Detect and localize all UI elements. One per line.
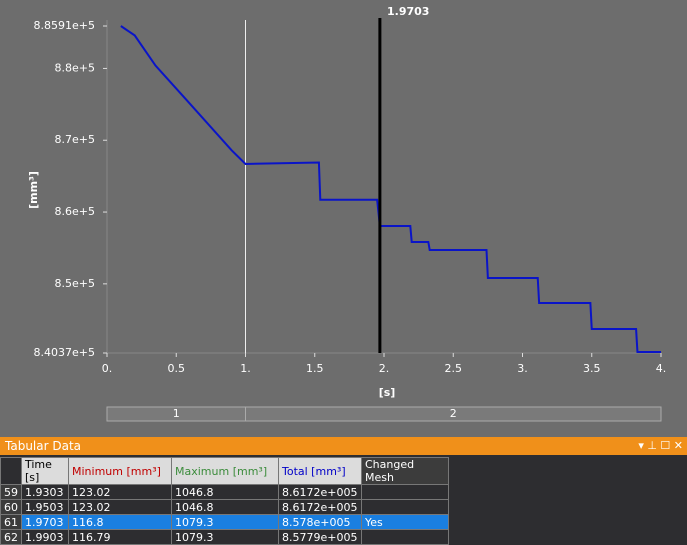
table-cell (361, 484, 449, 500)
y-tick-label: 8.8591e+5 (34, 19, 95, 32)
x-tick-label: 2. (379, 362, 390, 375)
y-axis-label: [mm³] (27, 171, 40, 209)
table-cell: 116.8 (68, 514, 172, 530)
y-tick-label: 8.8e+5 (55, 61, 95, 74)
table-cell (361, 499, 449, 515)
x-tick-label: 3.5 (583, 362, 601, 375)
header-cell: Changed Mesh (361, 457, 449, 485)
table-cell: 1.9903 (21, 529, 69, 545)
cursor-label: 1.9703 (387, 5, 429, 18)
table-cell: 60 (0, 499, 22, 515)
table-row: 60 1.9503 123.02 1046.8 8.6172e+005 (0, 499, 449, 515)
y-tick-label: 8.6e+5 (55, 205, 95, 218)
table-cell: 1046.8 (171, 484, 279, 500)
header-cell: Total [mm³] (278, 457, 362, 485)
panel-header: Tabular Data ▾ ⊥ ☐ ✕ (0, 437, 687, 455)
table-cell: 1079.3 (171, 529, 279, 545)
step-label: 1 (173, 407, 180, 420)
table-cell: 1079.3 (171, 514, 279, 530)
header-row: Time [s] Minimum [mm³] Maximum [mm³] Total … (0, 457, 449, 485)
table-cell: 8.5779e+005 (278, 529, 362, 545)
x-tick-label: 1.5 (306, 362, 324, 375)
table-cell: 1046.8 (171, 499, 279, 515)
header-cell: Time [s] (21, 457, 69, 485)
panel-icons[interactable]: ▾ ⊥ ☐ ✕ (638, 439, 683, 452)
y-tick-label: 8.5e+5 (55, 277, 95, 290)
table-cell: 61 (0, 514, 22, 530)
chart-bg (0, 0, 687, 437)
chart: 1.9703 [s] [mm³] 8.4037e+5 8.5e+5 8.6e+5 8.… (0, 0, 687, 437)
table-cell: 123.02 (68, 499, 172, 515)
x-axis-label: [s] (379, 386, 396, 399)
table-cell: 123.02 (68, 484, 172, 500)
table-row: 59 1.9303 123.02 1046.8 8.6172e+005 (0, 484, 449, 500)
data-table: Time [s] Minimum [mm³] Maximum [mm³] Total … (0, 457, 449, 545)
x-tick-label: 2.5 (445, 362, 463, 375)
x-tick-label: 3. (517, 362, 528, 375)
header-cell (0, 457, 22, 485)
x-tick-label: 4. (656, 362, 667, 375)
table-cell: 1.9303 (21, 484, 69, 500)
table-row: 61 1.9703 116.8 1079.3 8.578e+005 Yes (0, 514, 449, 530)
tabular-panel: Tabular Data ▾ ⊥ ☐ ✕ Time [s] Minimum [mm³… (0, 437, 687, 545)
step-label: 2 (450, 407, 457, 420)
table-cell: Yes (361, 514, 449, 530)
table-cell: 1.9703 (21, 514, 69, 530)
y-tick-label: 8.7e+5 (55, 133, 95, 146)
table-cell: 62 (0, 529, 22, 545)
x-tick-label: 1. (240, 362, 251, 375)
table-cell: 116.79 (68, 529, 172, 545)
table-cell: 8.6172e+005 (278, 484, 362, 500)
table-row: 62 1.9903 116.79 1079.3 8.5779e+005 (0, 529, 449, 545)
panel-title: Tabular Data (5, 439, 82, 453)
x-tick-label: 0.5 (168, 362, 186, 375)
series-line (120, 25, 661, 353)
x-tick-label: 0. (102, 362, 113, 375)
table-cell: 1.9503 (21, 499, 69, 515)
header-cell: Minimum [mm³] (68, 457, 172, 485)
step-cell (245, 406, 662, 422)
table-cell: 8.578e+005 (278, 514, 362, 530)
table-cell: 8.6172e+005 (278, 499, 362, 515)
table-cell: 59 (0, 484, 22, 500)
table-cell (361, 529, 449, 545)
y-tick-label: 8.4037e+5 (34, 346, 95, 359)
header-cell: Maximum [mm³] (171, 457, 279, 485)
